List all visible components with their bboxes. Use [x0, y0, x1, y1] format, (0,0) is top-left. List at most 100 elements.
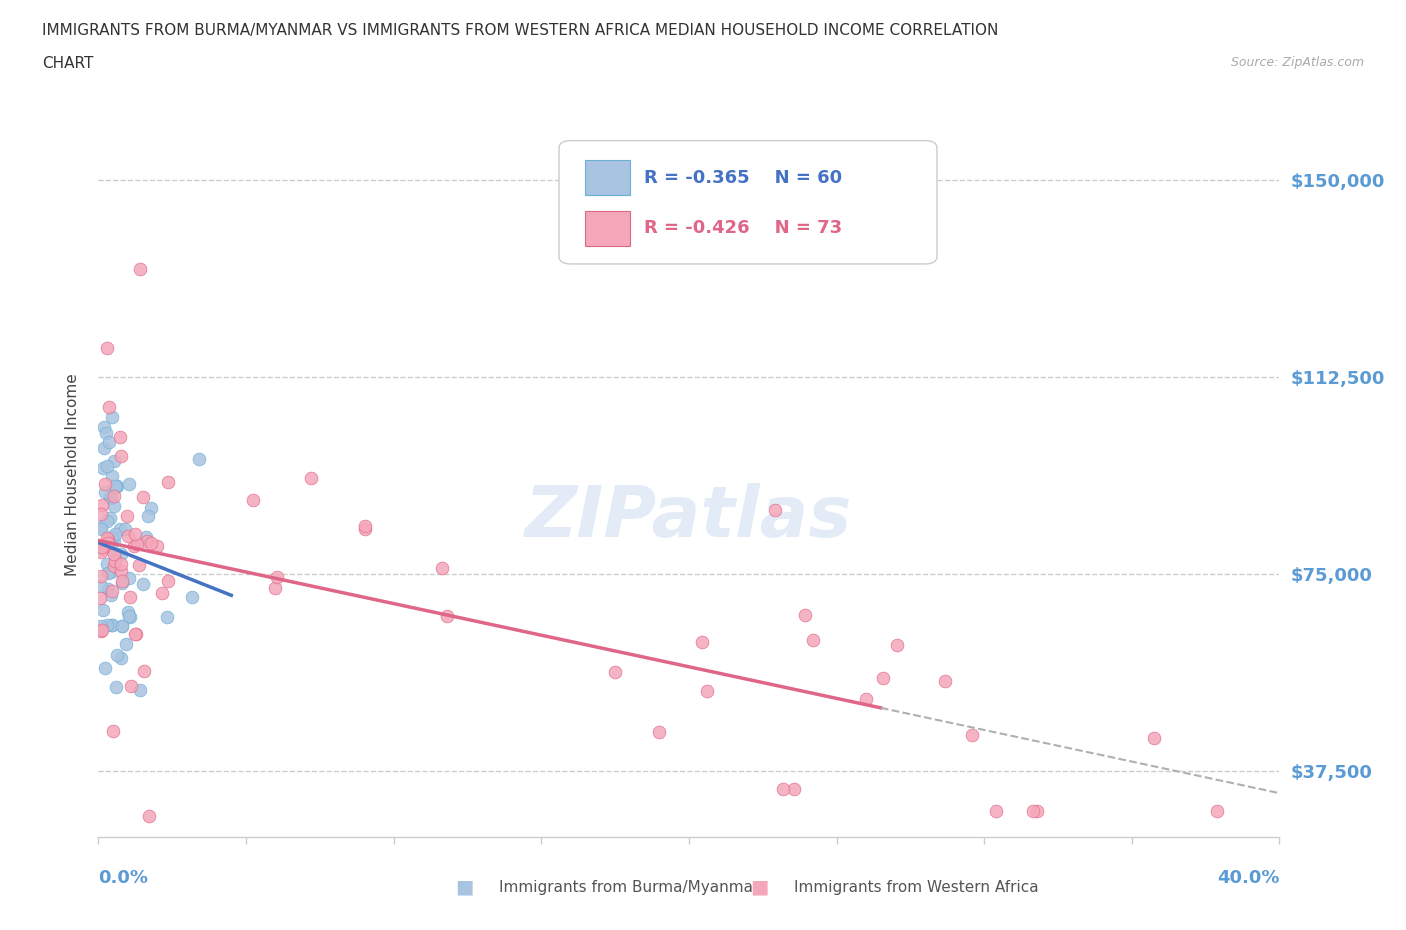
Point — [105, 479, 128, 494]
Point — [353, 518, 375, 533]
Point — [436, 608, 458, 623]
Point — [605, 665, 627, 680]
Point — [118, 477, 141, 492]
Bar — [585, 211, 630, 246]
Point — [111, 574, 134, 589]
Point — [128, 557, 150, 572]
Point — [124, 627, 146, 642]
Point — [157, 474, 180, 489]
Point — [103, 488, 125, 503]
Point — [139, 535, 162, 550]
Point — [98, 489, 121, 504]
Point — [108, 430, 131, 445]
Point — [97, 536, 120, 551]
Point — [132, 490, 155, 505]
Point — [110, 448, 132, 463]
Point — [98, 399, 121, 414]
Point — [124, 527, 146, 542]
Point — [96, 513, 118, 528]
Point — [96, 340, 118, 355]
Point — [118, 609, 141, 624]
Point — [801, 633, 824, 648]
Text: Source: ZipAtlas.com: Source: ZipAtlas.com — [1230, 56, 1364, 69]
Point — [98, 434, 121, 449]
Point — [1205, 804, 1227, 818]
Point — [105, 647, 128, 662]
Point — [794, 607, 817, 622]
Point — [157, 574, 180, 589]
Text: CHART: CHART — [42, 56, 94, 71]
FancyBboxPatch shape — [560, 140, 936, 264]
Point — [110, 547, 132, 562]
Point — [91, 623, 114, 638]
Point — [855, 692, 877, 707]
Point — [134, 663, 156, 678]
Point — [96, 557, 118, 572]
Point — [90, 544, 112, 559]
Point — [93, 419, 115, 434]
Point — [110, 650, 132, 665]
Text: IMMIGRANTS FROM BURMA/MYANMAR VS IMMIGRANTS FROM WESTERN AFRICA MEDIAN HOUSEHOLD: IMMIGRANTS FROM BURMA/MYANMAR VS IMMIGRA… — [42, 23, 998, 38]
Point — [96, 530, 118, 545]
Point — [155, 609, 177, 624]
Point — [117, 529, 139, 544]
Point — [141, 501, 163, 516]
Point — [97, 581, 120, 596]
Point — [432, 561, 454, 576]
Text: Immigrants from Burma/Myanmar: Immigrants from Burma/Myanmar — [499, 880, 759, 895]
Point — [103, 559, 125, 574]
Point — [104, 546, 127, 561]
Point — [90, 624, 112, 639]
Point — [110, 618, 132, 633]
Point — [1143, 731, 1166, 746]
Point — [110, 564, 132, 578]
Point — [187, 452, 209, 467]
Point — [138, 808, 160, 823]
Point — [1025, 804, 1047, 818]
Point — [101, 618, 124, 632]
Point — [104, 479, 127, 494]
Point — [120, 609, 142, 624]
Point — [354, 521, 377, 536]
Point — [145, 538, 167, 553]
Point — [90, 568, 112, 583]
Point — [128, 683, 150, 698]
Point — [97, 565, 120, 580]
Text: ■: ■ — [749, 878, 769, 897]
Point — [100, 587, 122, 602]
Point — [100, 409, 122, 424]
Point — [103, 454, 125, 469]
Point — [96, 458, 118, 473]
Point — [103, 546, 125, 561]
Point — [91, 460, 114, 475]
Point — [135, 530, 157, 545]
Text: 40.0%: 40.0% — [1218, 869, 1279, 886]
Point — [120, 590, 142, 604]
Point — [984, 804, 1007, 818]
Point — [783, 782, 806, 797]
Point — [94, 660, 117, 675]
Point — [93, 441, 115, 456]
Point — [772, 782, 794, 797]
Point — [150, 585, 173, 600]
Point — [97, 533, 120, 548]
Point — [100, 511, 122, 525]
Point — [117, 509, 139, 524]
Point — [101, 618, 124, 632]
Point — [104, 553, 127, 568]
Point — [266, 570, 288, 585]
Point — [125, 537, 148, 551]
Point — [263, 581, 285, 596]
Text: R = -0.365    N = 60: R = -0.365 N = 60 — [644, 168, 842, 187]
Point — [696, 684, 718, 698]
Point — [872, 671, 894, 686]
Point — [136, 534, 159, 549]
Point — [114, 637, 136, 652]
Text: R = -0.426    N = 73: R = -0.426 N = 73 — [644, 219, 842, 237]
Point — [90, 618, 112, 633]
Point — [136, 508, 159, 523]
Point — [124, 627, 146, 642]
Point — [105, 679, 128, 694]
Point — [1022, 804, 1045, 818]
Point — [124, 538, 146, 553]
